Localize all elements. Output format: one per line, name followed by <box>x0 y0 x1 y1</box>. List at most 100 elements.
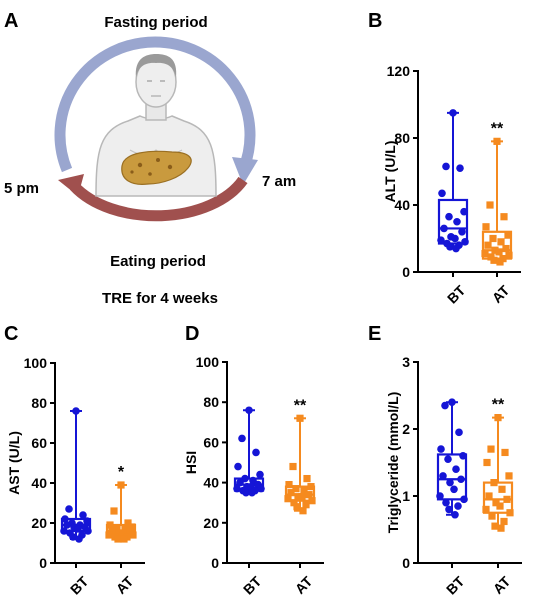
data-point <box>490 256 498 264</box>
box-bt <box>437 109 469 253</box>
data-point <box>233 484 241 493</box>
data-point <box>108 527 116 535</box>
data-point <box>483 458 491 467</box>
y-tick-label: 0 <box>402 555 410 571</box>
data-point <box>501 448 509 457</box>
data-point <box>129 531 137 539</box>
data-point <box>124 519 132 527</box>
data-point <box>79 511 87 519</box>
y-tick-label: 2 <box>402 421 410 437</box>
data-point <box>234 462 242 471</box>
data-point <box>451 510 459 519</box>
data-point <box>303 474 311 483</box>
data-point <box>437 236 445 244</box>
panel-letter-c: C <box>4 323 18 345</box>
data-point <box>120 535 128 543</box>
y-tick-label: 120 <box>387 63 411 79</box>
y-axis-label: ALT (U/L) <box>382 141 398 203</box>
x-tick-label: BT <box>67 573 92 598</box>
y-axis-label: AST (U/L) <box>6 431 22 495</box>
x-tick-label: AT <box>490 573 514 597</box>
data-point <box>446 243 454 251</box>
data-point <box>84 527 92 535</box>
data-point <box>294 493 302 501</box>
data-point <box>121 525 129 533</box>
data-point <box>65 505 73 513</box>
data-point <box>497 524 505 532</box>
data-point <box>506 509 514 517</box>
fasting-arrowhead <box>232 157 258 185</box>
data-point <box>114 535 122 543</box>
data-point <box>441 401 449 410</box>
panel-d: D 0 20 40 60 80 100 HSI BT AT ** <box>183 323 324 598</box>
significance-marker: ** <box>492 397 505 414</box>
fasting-arrow <box>54 36 256 173</box>
data-point <box>302 501 310 509</box>
data-point <box>437 445 445 453</box>
y-tick-label: 0 <box>39 555 47 571</box>
data-point <box>298 493 306 501</box>
data-point <box>498 485 506 493</box>
data-point <box>299 507 307 515</box>
data-point <box>491 246 499 254</box>
y-tick-label: 40 <box>394 197 410 213</box>
data-point <box>449 109 457 117</box>
data-point <box>504 231 512 239</box>
eating-period-label: Eating period <box>110 253 206 270</box>
data-point <box>505 251 513 259</box>
data-point <box>440 224 448 233</box>
box-at <box>482 414 514 532</box>
data-point <box>238 434 246 443</box>
data-point <box>257 484 265 493</box>
data-point <box>484 241 492 249</box>
x-tick-label: BT <box>444 282 469 307</box>
data-point <box>248 488 256 497</box>
data-point <box>115 529 123 537</box>
data-point <box>482 223 490 231</box>
data-point <box>119 529 127 537</box>
data-point <box>461 238 469 246</box>
y-tick-label: 80 <box>31 395 47 411</box>
data-point <box>451 234 459 243</box>
box-at <box>284 414 316 515</box>
y-tick-label: 60 <box>203 434 219 450</box>
data-point <box>486 201 494 209</box>
data-point <box>460 495 468 504</box>
data-point <box>436 492 444 500</box>
data-point <box>488 512 496 520</box>
data-point <box>457 475 465 484</box>
data-point <box>489 234 497 243</box>
panel-c: C 0 20 40 60 80 100 AST (U/L) BT AT * <box>4 323 145 598</box>
data-point <box>300 487 308 495</box>
panel-letter-a: A <box>4 10 18 32</box>
data-point <box>245 406 253 415</box>
x-tick-label: BT <box>240 573 265 598</box>
panel-letter-b: B <box>368 10 382 32</box>
data-point <box>495 248 503 256</box>
data-point <box>60 527 68 535</box>
data-point <box>458 228 466 236</box>
data-point <box>63 521 71 529</box>
data-point <box>290 499 298 507</box>
fasting-period-label: Fasting period <box>104 14 207 31</box>
data-point <box>487 445 495 453</box>
data-point <box>74 525 82 533</box>
eating-arrowhead <box>58 174 84 196</box>
data-point <box>105 531 113 539</box>
data-point <box>72 407 80 415</box>
x-tick-label: AT <box>113 573 137 597</box>
panel-b: B 0 40 80 120 ALT (U/L) BT AT ** <box>368 10 521 307</box>
data-point <box>444 455 452 463</box>
y-tick-label: 40 <box>203 475 219 491</box>
data-point <box>307 483 315 491</box>
data-point <box>439 472 447 480</box>
data-point <box>500 517 508 526</box>
box-bt <box>60 407 92 543</box>
data-point <box>438 189 446 198</box>
box-bt <box>436 398 468 519</box>
y-axis-label: Triglyceride (mmol/L) <box>385 392 401 534</box>
data-point <box>308 497 316 505</box>
data-point <box>453 217 461 226</box>
y-tick-label: 20 <box>31 515 47 531</box>
